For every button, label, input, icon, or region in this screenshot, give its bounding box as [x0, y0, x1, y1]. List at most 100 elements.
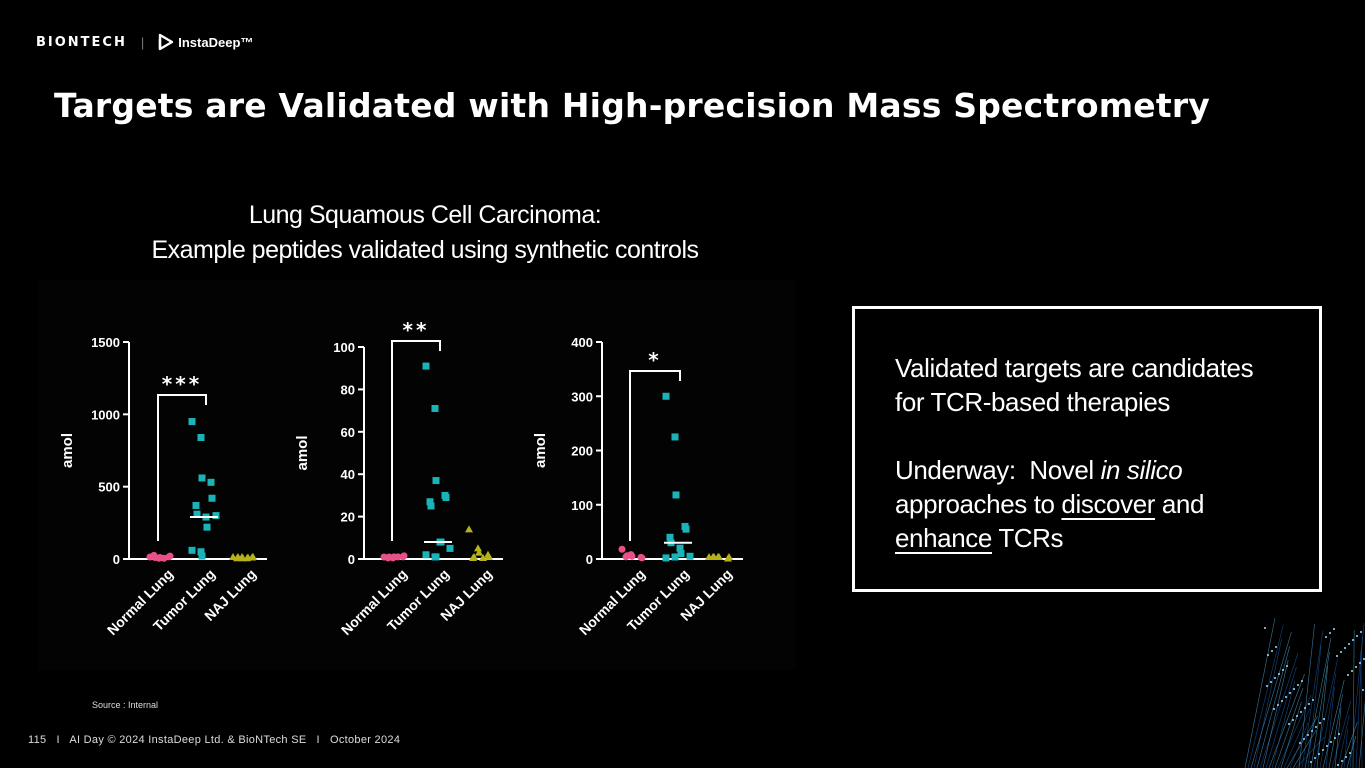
y-tick-label: 500 — [98, 480, 120, 495]
decorative-network-graphic — [1244, 617, 1365, 768]
significance-stars: * — [648, 348, 661, 372]
info-line-4: approaches to discover and — [895, 487, 1253, 521]
y-axis-label: amol — [294, 435, 311, 470]
data-point-tumor — [672, 491, 680, 499]
deco-line — [1334, 707, 1342, 768]
deco-line — [1313, 658, 1338, 768]
data-point-tumor — [446, 544, 454, 552]
data-point-naj — [249, 552, 257, 560]
deco-line — [1331, 700, 1352, 768]
deco-dot — [1351, 670, 1353, 672]
data-point-tumor — [431, 404, 439, 412]
deco-dot — [1300, 711, 1302, 713]
info-line-5: enhance TCRs — [895, 521, 1253, 555]
deco-dot — [1325, 636, 1327, 638]
data-point-tumor — [188, 546, 196, 554]
deco-dot — [1349, 752, 1351, 754]
slide-title: Targets are Validated with High-precisio… — [54, 86, 1211, 125]
deco-dot — [1348, 643, 1350, 645]
deco-dot — [1359, 662, 1361, 664]
data-point-tumor — [671, 433, 679, 441]
data-point-tumor — [662, 392, 670, 400]
deco-dot — [1347, 674, 1349, 676]
data-point-naj — [244, 553, 252, 561]
deco-dot — [1329, 632, 1331, 634]
deco-line — [1271, 680, 1296, 768]
data-point-tumor — [671, 553, 679, 561]
deco-dot — [1315, 726, 1317, 728]
deco-line — [1289, 722, 1309, 768]
deco-line — [1325, 686, 1335, 768]
deco-dot — [1286, 665, 1288, 667]
deco-dot — [1304, 707, 1306, 709]
data-point-normal — [623, 552, 631, 560]
data-point-naj — [725, 553, 733, 560]
deco-dot — [1281, 700, 1283, 702]
deco-dot — [1273, 708, 1275, 710]
data-point-naj — [485, 552, 493, 560]
significance-bracket — [629, 370, 681, 541]
deco-dot — [1282, 669, 1284, 671]
data-point-tumor — [193, 510, 201, 518]
deco-dot — [1340, 651, 1342, 653]
deco-line — [1310, 651, 1330, 768]
data-point-tumor — [422, 362, 430, 370]
y-tick-label: 60 — [341, 425, 355, 440]
data-point-tumor — [198, 552, 206, 560]
deco-line — [1328, 693, 1343, 768]
data-point-naj — [470, 553, 478, 560]
info-box-text: Validated targets are candidates for TCR… — [895, 351, 1254, 555]
deco-line — [1283, 708, 1310, 768]
deco-dot — [1299, 742, 1301, 744]
deco-line — [1298, 623, 1315, 768]
deco-line — [1355, 636, 1363, 768]
y-tick-label: 0 — [348, 552, 355, 567]
data-point-naj — [710, 553, 718, 560]
data-point-normal — [151, 554, 159, 562]
data-point-naj — [474, 544, 482, 552]
significance-bracket — [391, 340, 441, 541]
data-point-naj — [465, 525, 473, 533]
data-point-tumor — [203, 523, 211, 531]
data-point-tumor — [188, 418, 196, 426]
y-tick-label: 0 — [113, 552, 120, 567]
deco-dot — [1288, 723, 1290, 725]
deco-line — [1360, 650, 1363, 768]
y-tick-label: 1500 — [91, 335, 120, 350]
data-point-normal — [385, 553, 393, 561]
y-axis-label: amol — [59, 433, 76, 468]
deco-dot — [1319, 722, 1321, 724]
deco-line — [1307, 644, 1322, 768]
data-point-naj — [479, 553, 487, 561]
enhance-text: enhance — [895, 523, 992, 553]
deco-dot — [1326, 745, 1328, 747]
data-point-tumor — [676, 544, 684, 552]
deco-line — [1319, 672, 1337, 768]
deco-line — [1322, 679, 1345, 768]
deco-dot — [1266, 685, 1268, 687]
info-line-2: for TCR-based therapies — [895, 387, 1171, 417]
y-axis-label: amol — [532, 433, 549, 468]
deco-dot — [1275, 646, 1277, 648]
deco-dot — [1274, 677, 1276, 679]
approaches-text: approaches to — [895, 489, 1062, 519]
deco-dot — [1362, 689, 1364, 691]
info-box: Validated targets are candidates for TCR… — [852, 306, 1322, 592]
data-point-tumor — [432, 553, 440, 561]
deco-line — [1280, 701, 1302, 768]
deco-line — [1268, 673, 1305, 768]
y-tick-label: 1000 — [91, 407, 120, 422]
deco-dot — [1310, 761, 1312, 763]
biontech-logo: BIONTECH — [36, 34, 127, 50]
data-point-tumor — [682, 525, 690, 533]
underway-text: Underway: Novel — [895, 455, 1101, 485]
data-point-tumor — [197, 548, 205, 556]
data-point-tumor — [208, 494, 216, 502]
data-point-tumor — [686, 552, 694, 560]
info-line-3: Underway: Novel in silico — [895, 453, 1253, 487]
data-point-tumor — [426, 498, 434, 506]
data-point-tumor — [677, 550, 685, 558]
data-point-tumor — [662, 554, 670, 562]
deco-line — [1250, 631, 1292, 768]
data-point-normal — [638, 554, 646, 562]
